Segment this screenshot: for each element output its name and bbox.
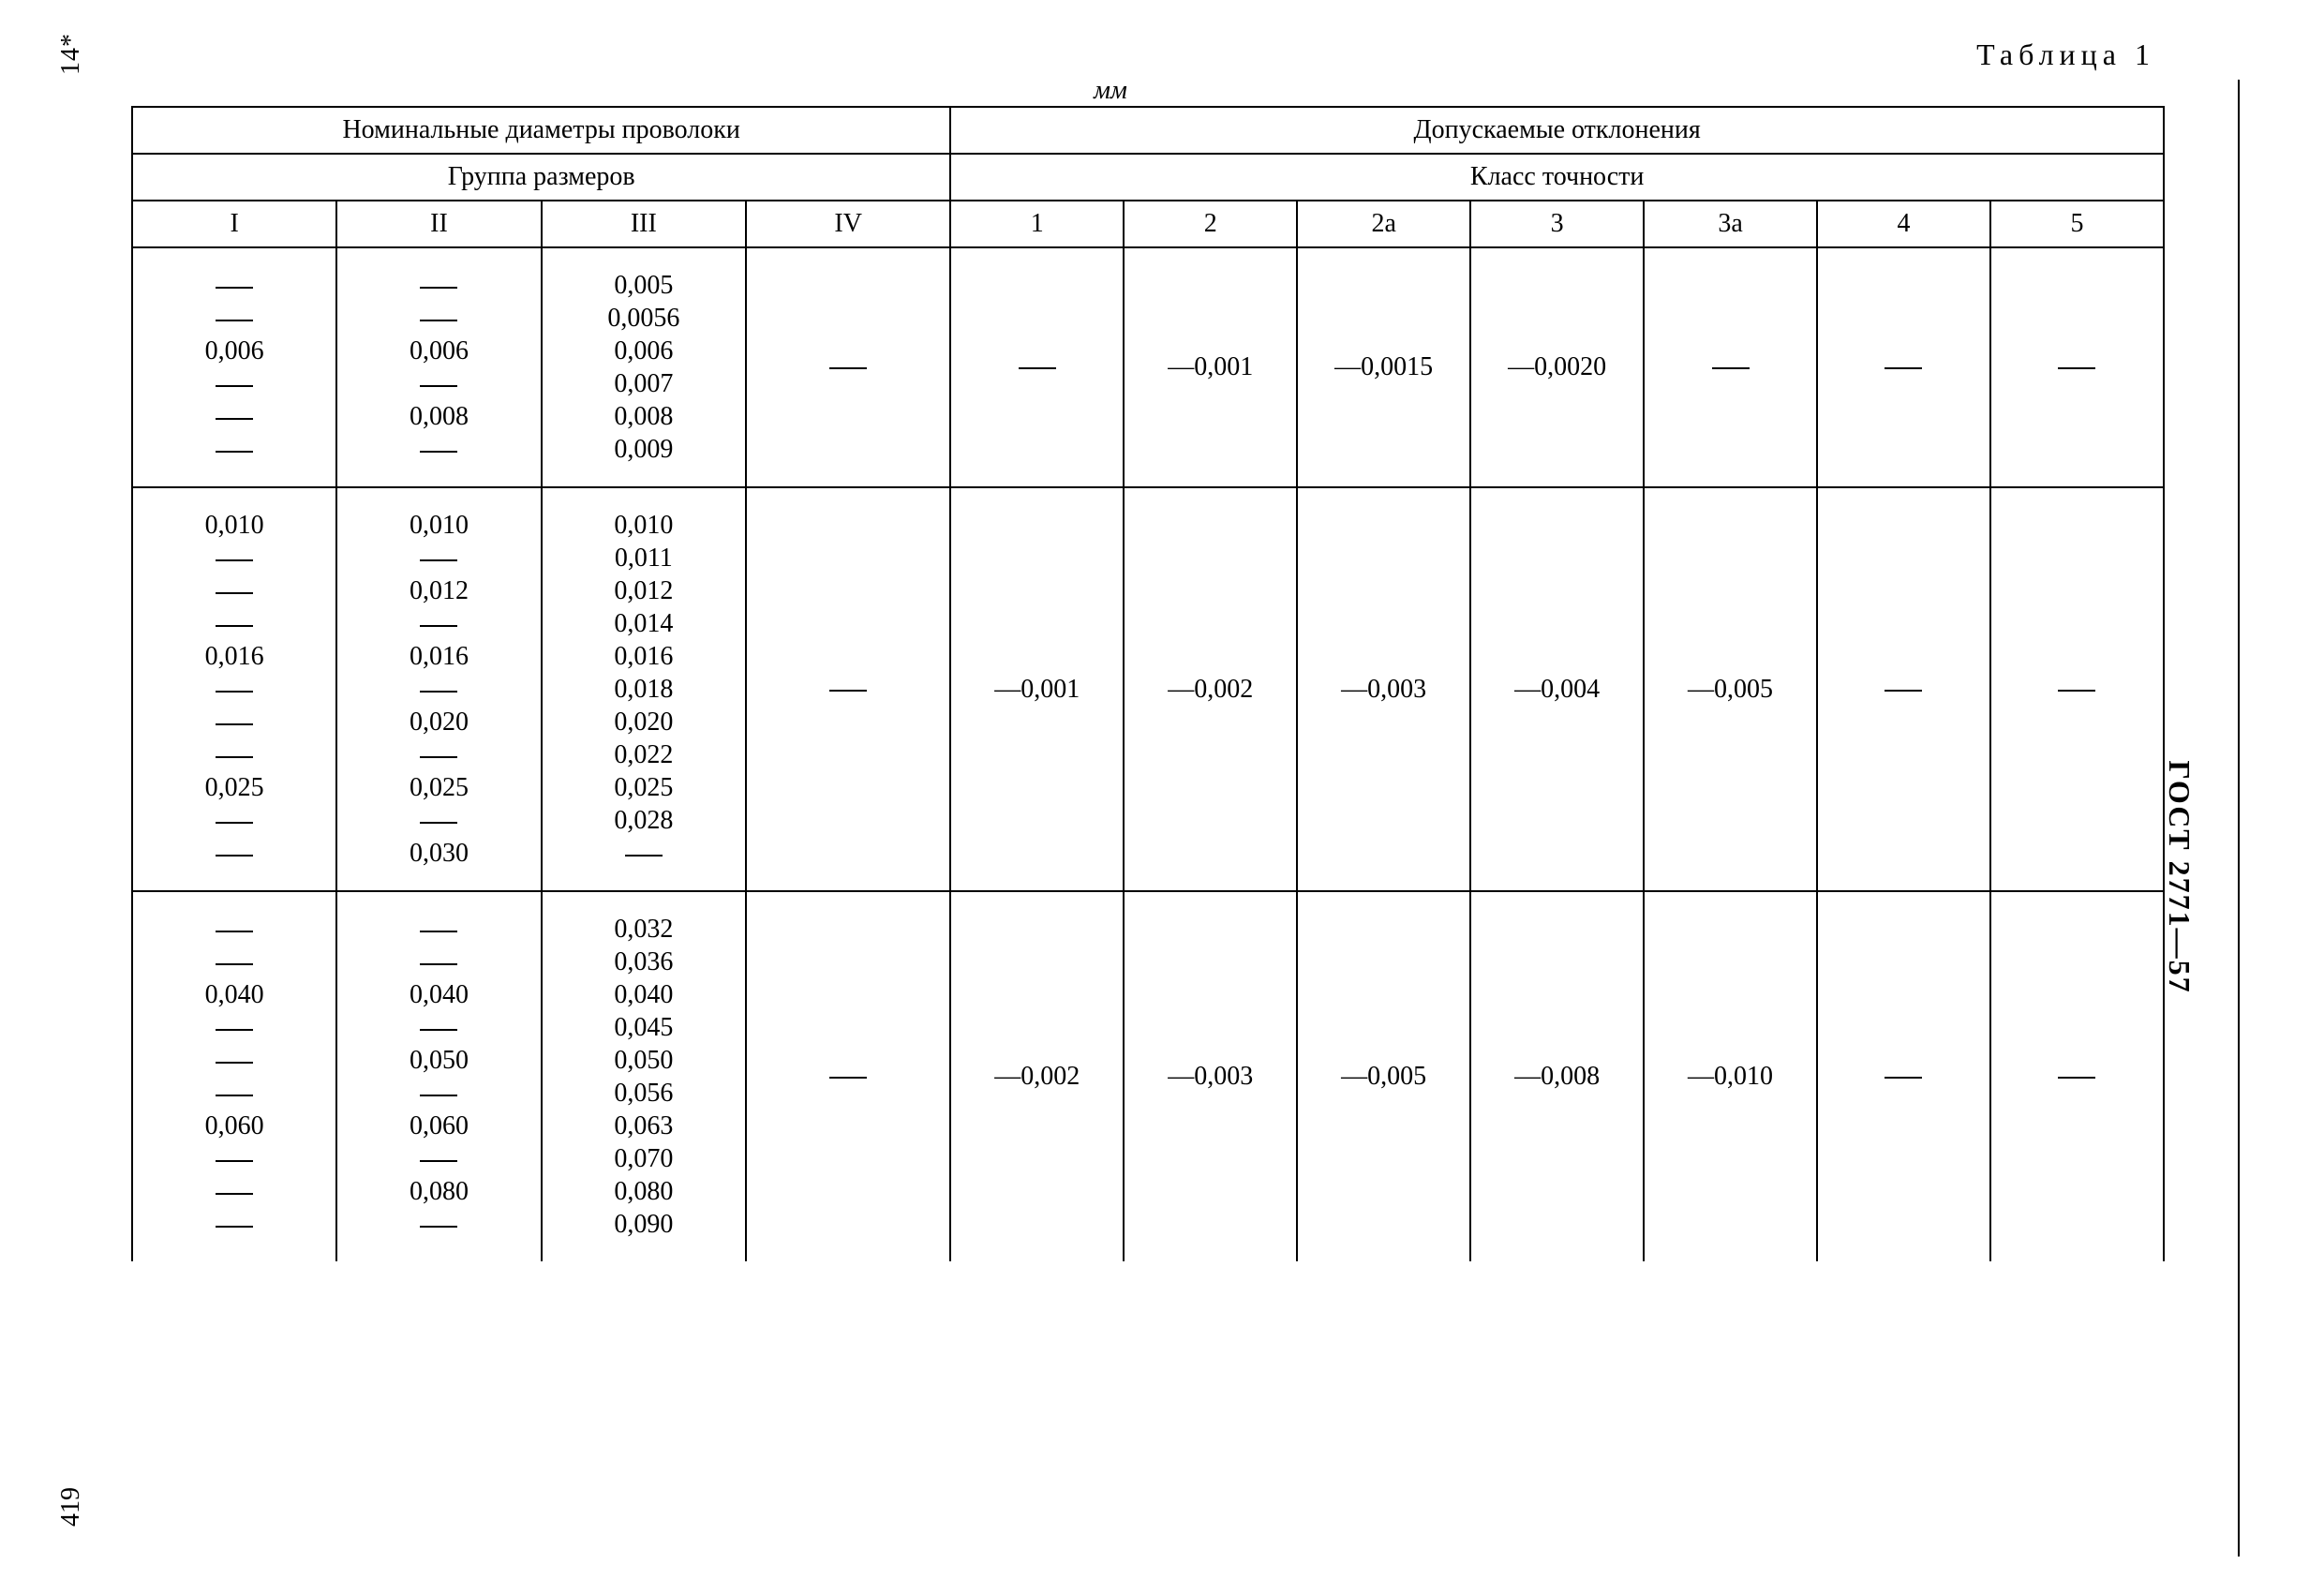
table-cell: 0,006	[132, 247, 336, 487]
page-top-marker: 14*	[56, 33, 86, 75]
col-class-3: 3	[1470, 201, 1644, 247]
table-cell	[1990, 247, 2164, 487]
table-cell: 0,0100,0160,025	[132, 487, 336, 891]
table-cell: 0,0400,0500,0600,080	[336, 891, 541, 1261]
table-cell	[746, 891, 950, 1261]
table-row: 0,0100,0160,0250,0100,0120,0160,0200,025…	[132, 487, 2164, 891]
table-cell: —0,0020	[1470, 247, 1644, 487]
table-cell: —0,005	[1644, 487, 1817, 891]
col-class-2a: 2а	[1297, 201, 1470, 247]
tolerance-table: Номинальные диаметры проволоки Допускаем…	[131, 106, 2165, 1261]
table-cell	[746, 247, 950, 487]
table-cell	[1644, 247, 1817, 487]
unit-label: мм	[94, 76, 2127, 106]
col-class-1: 1	[950, 201, 1124, 247]
table-cell: 0,0400,060	[132, 891, 336, 1261]
col-class-5: 5	[1990, 201, 2164, 247]
table-cell	[1990, 487, 2164, 891]
document-code: ГОСТ 2771—57	[2162, 760, 2197, 993]
table-cell	[746, 487, 950, 891]
table-cell: 0,0100,0120,0160,0200,0250,030	[336, 487, 541, 891]
table-cell: —0,005	[1297, 891, 1470, 1261]
table-cell	[1817, 247, 1990, 487]
table-cell: 0,0100,0110,0120,0140,0160,0180,0200,022…	[542, 487, 746, 891]
table-cell: 0,0050,00560,0060,0070,0080,009	[542, 247, 746, 487]
table-cell: —0,003	[1297, 487, 1470, 891]
table-cell	[1990, 891, 2164, 1261]
col-class-4: 4	[1817, 201, 1990, 247]
table-row: 0,0060,0060,0080,0050,00560,0060,0070,00…	[132, 247, 2164, 487]
table-label: Таблица 1	[131, 37, 2155, 72]
table-cell: —0,003	[1124, 891, 1297, 1261]
table-cell: —0,002	[1124, 487, 1297, 891]
page-bottom-marker: 419	[56, 1487, 86, 1527]
table-cell	[1817, 891, 1990, 1261]
col-group-4: IV	[746, 201, 950, 247]
right-margin-rule	[2238, 80, 2240, 1557]
table-cell: —0,008	[1470, 891, 1644, 1261]
table-cell	[950, 247, 1124, 487]
table-cell: —0,010	[1644, 891, 1817, 1261]
table-cell: —0,0015	[1297, 247, 1470, 487]
table-cell: —0,001	[1124, 247, 1297, 487]
header-deviations: Допускаемые отклонения	[950, 107, 2164, 154]
header-nominal: Номинальные диаметры проволоки	[132, 107, 950, 154]
col-class-2: 2	[1124, 201, 1297, 247]
table-cell: 0,0060,008	[336, 247, 541, 487]
col-group-1: I	[132, 201, 336, 247]
table-row: 0,0400,0600,0400,0500,0600,0800,0320,036…	[132, 891, 2164, 1261]
table-cell: —0,002	[950, 891, 1124, 1261]
table-cell: —0,004	[1470, 487, 1644, 891]
table-cell: 0,0320,0360,0400,0450,0500,0560,0630,070…	[542, 891, 746, 1261]
col-group-3: III	[542, 201, 746, 247]
header-size-group: Группа размеров	[132, 154, 950, 201]
col-class-3a: 3а	[1644, 201, 1817, 247]
table-cell: —0,001	[950, 487, 1124, 891]
table-cell	[1817, 487, 1990, 891]
col-group-2: II	[336, 201, 541, 247]
header-precision-class: Класс точности	[950, 154, 2164, 201]
